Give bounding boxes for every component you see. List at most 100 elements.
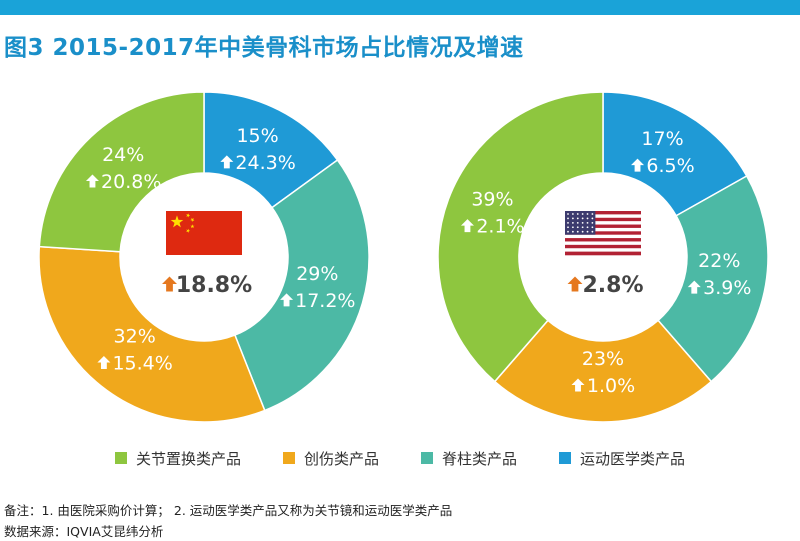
flag-star [586,226,589,229]
legend-label-joint: 关节置换类产品 [135,449,241,468]
usa-flag [565,211,596,235]
flag-star [581,226,584,229]
slice-growth-label: 2.1% [476,216,524,238]
flag-star [567,213,569,215]
slice-growth-label: 15.4% [112,352,172,374]
slice-share-label: 22% [698,250,740,272]
slice-growth-label: 3.9% [703,277,751,299]
donut-slice [493,319,713,423]
up-arrow-icon [97,355,111,369]
flag-star-small [186,213,191,218]
flag-stripe [565,238,641,242]
flag-stripe [565,234,641,239]
donut-center [520,174,686,340]
flag-stripe [565,214,641,219]
china-donut: 15% 24.3% 29% 17.2% 32% 15.4% 24% 20.8% 18.8% [38,91,370,423]
donut-slice [38,245,266,423]
flag-star [586,230,589,233]
legend: 关节置换类产品 创伤类产品 脊柱类产品 运动医学类产品 [0,446,800,470]
flag-stripe [565,227,641,232]
up-arrow-icon [571,378,585,392]
flag-star [581,217,584,220]
up-arrow-icon [631,158,645,172]
slice-growth-label: 20.8% [101,171,161,193]
legend-swatch-trauma [282,452,295,464]
flag-star [576,226,579,229]
flag-stripe [565,244,641,249]
flag-star [586,213,589,215]
flag-star-small [186,228,191,233]
slice-growth-label: 6.5% [646,155,694,177]
donut-slice [38,91,205,253]
flag-star [576,230,579,233]
china-flag [166,211,242,255]
up-arrow-icon [220,155,234,169]
legend-item-joint: 关节置换类产品 [114,448,241,469]
flag-star-large [170,215,184,228]
flag-star [571,221,574,224]
top-accent-bar [0,0,800,15]
flag-star [586,221,589,224]
flag-stripe [565,248,641,252]
flag-star [567,226,569,229]
flag-star [591,217,594,220]
donut-slice [233,158,370,412]
flag-stripe [565,231,641,235]
donut-center [121,174,287,340]
slice-share-label: 17% [641,128,683,150]
chart-title: 图3 2015-2017年中美骨科市场占比情况及增速 [4,35,524,61]
donut-slice [602,91,748,217]
flag-star [571,230,574,233]
legend-swatch-spine [421,452,433,464]
flag-star [591,221,594,224]
donut-slice [437,91,604,383]
legend-swatch-sports [559,452,572,464]
flag-star [581,221,584,224]
flag-star [591,230,594,233]
slice-share-label: 29% [296,263,338,285]
flag-stripe [565,241,641,246]
center-growth-label: 18.8% [176,273,252,298]
legend-item-trauma: 创伤类产品 [282,448,379,469]
legend-label-trauma: 创伤类产品 [303,449,379,468]
legend-label-sports: 运动医学类产品 [580,449,686,468]
flag-star [586,217,589,220]
legend-item-spine: 脊柱类产品 [421,448,517,469]
flag-stripe [565,217,641,222]
flag-stripe [565,221,641,225]
flag-star [567,217,569,220]
slice-growth-label: 24.3% [235,152,295,174]
slice-share-label: 24% [102,144,144,166]
flag-star [576,217,579,220]
flag-stripe [565,224,641,229]
slice-share-label: 23% [582,348,624,370]
flag-star [576,221,579,224]
flag-stripe [565,211,641,215]
slice-share-label: 15% [236,125,278,147]
flag-star [591,226,594,229]
flag-star [571,213,574,215]
legend-item-sports: 运动医学类产品 [559,448,685,469]
flag-star [591,213,594,215]
flag-star [567,221,569,224]
flag-star-small [190,224,195,229]
flag-star [571,217,574,220]
footnote-source: 数据来源：IQVIA艾昆纬分析 [4,524,164,539]
up-arrow-icon [280,293,294,307]
center-growth-label: 2.8% [582,273,643,298]
slice-growth-label: 1.0% [587,375,635,397]
up-arrow-icon [85,174,99,188]
legend-swatch-joint [114,452,127,464]
slice-share-label: 39% [471,189,513,211]
up-arrow-icon [687,280,701,294]
flag-star [576,213,579,215]
donut-slice [657,174,769,383]
flag-star-small [190,217,195,222]
up-arrow-icon [567,276,583,292]
flag-star [581,230,584,233]
flag-star [581,213,584,215]
up-arrow-icon [162,276,177,292]
slice-growth-label: 17.2% [295,290,355,312]
footnote-note: 备注：1. 由医院采购价计算； 2. 运动医学类产品又称为关节镜和运动医学类产品 [4,503,453,518]
